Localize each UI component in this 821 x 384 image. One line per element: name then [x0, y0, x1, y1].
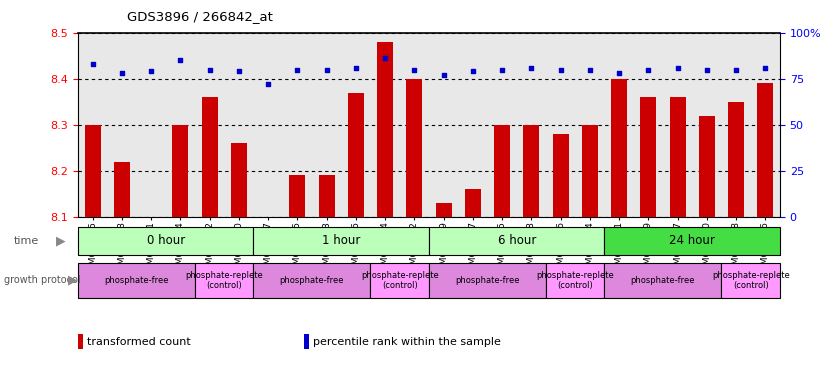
Point [232, 68, 245, 74]
Bar [254, 227, 429, 255]
Bar [640, 97, 656, 217]
Text: phosphate-replete
(control): phosphate-replete (control) [361, 271, 438, 290]
Point [320, 66, 333, 73]
Point [583, 66, 596, 73]
Bar [553, 134, 569, 217]
Point [671, 65, 684, 71]
Text: growth protocol: growth protocol [4, 275, 80, 285]
Bar [195, 263, 254, 298]
Bar [611, 79, 627, 217]
Bar [604, 263, 722, 298]
Point [378, 55, 392, 61]
Bar [348, 93, 364, 217]
Bar [172, 125, 188, 217]
Point [203, 66, 216, 73]
Bar [722, 263, 780, 298]
Point [525, 65, 538, 71]
Bar [319, 175, 335, 217]
Point [759, 65, 772, 71]
Point [115, 70, 128, 76]
Bar [429, 227, 604, 255]
Text: ▶: ▶ [56, 235, 66, 248]
Text: time: time [14, 236, 39, 246]
Point [437, 72, 450, 78]
Point [86, 61, 99, 67]
Point [700, 66, 713, 73]
Bar [757, 83, 773, 217]
Bar [202, 97, 218, 217]
Point [408, 66, 421, 73]
Point [466, 68, 479, 74]
Point [730, 66, 743, 73]
Point [349, 65, 362, 71]
Bar [436, 203, 452, 217]
Text: 6 hour: 6 hour [498, 235, 536, 247]
Bar [429, 263, 546, 298]
Bar [728, 102, 744, 217]
Text: transformed count: transformed count [87, 337, 190, 347]
Bar [523, 125, 539, 217]
Bar [289, 175, 305, 217]
Point [144, 68, 158, 74]
Text: 0 hour: 0 hour [147, 235, 185, 247]
Bar [231, 143, 247, 217]
Bar [582, 125, 598, 217]
Bar [406, 79, 422, 217]
Bar [78, 263, 195, 298]
Point [612, 70, 626, 76]
Text: phosphate-replete
(control): phosphate-replete (control) [536, 271, 614, 290]
Point [291, 66, 304, 73]
Bar [377, 42, 393, 217]
Text: 1 hour: 1 hour [322, 235, 360, 247]
Text: phosphate-free: phosphate-free [631, 276, 695, 285]
Bar [85, 125, 101, 217]
Bar [604, 227, 780, 255]
Bar [699, 116, 715, 217]
Bar [670, 97, 686, 217]
Text: phosphate-replete
(control): phosphate-replete (control) [186, 271, 263, 290]
Point [554, 66, 567, 73]
Bar [546, 263, 604, 298]
Text: phosphate-replete
(control): phosphate-replete (control) [712, 271, 790, 290]
Text: phosphate-free: phosphate-free [455, 276, 520, 285]
Text: phosphate-free: phosphate-free [280, 276, 344, 285]
Point [174, 57, 187, 63]
Point [262, 81, 275, 87]
Text: GDS3896 / 266842_at: GDS3896 / 266842_at [127, 10, 273, 23]
Bar [78, 227, 254, 255]
Bar [114, 162, 130, 217]
Text: ▶: ▶ [68, 274, 78, 287]
Text: percentile rank within the sample: percentile rank within the sample [313, 337, 501, 347]
Text: phosphate-free: phosphate-free [104, 276, 169, 285]
Bar [370, 263, 429, 298]
Bar [254, 263, 370, 298]
Point [642, 66, 655, 73]
Text: 24 hour: 24 hour [669, 235, 715, 247]
Bar [465, 189, 481, 217]
Bar [494, 125, 510, 217]
Point [496, 66, 509, 73]
